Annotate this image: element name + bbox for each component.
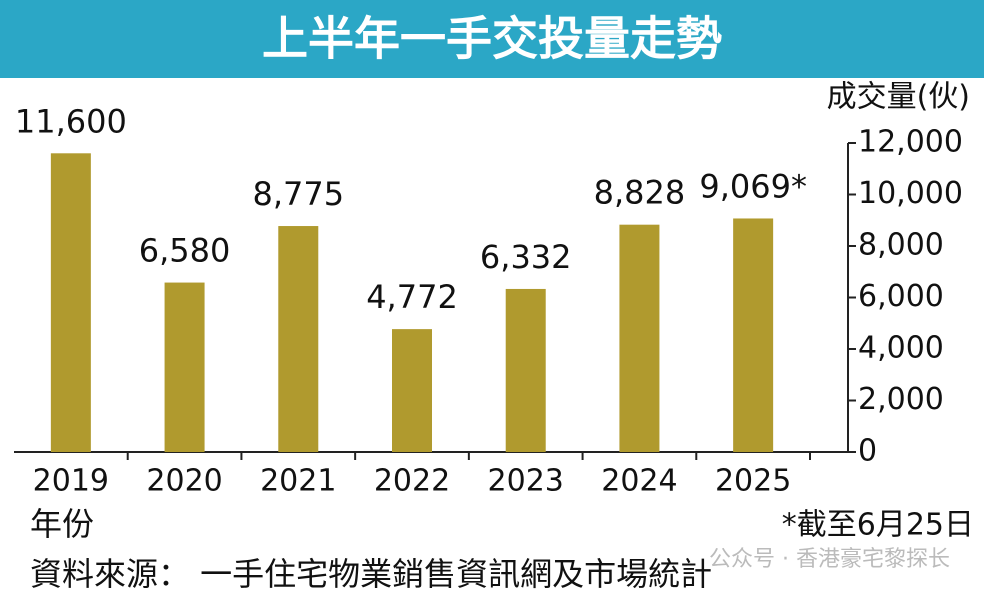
- bar: [505, 288, 546, 452]
- bar: [278, 226, 319, 452]
- bar: [164, 282, 205, 452]
- footnote: *截至6月25日: [782, 508, 974, 543]
- y-tick-label: 6,000: [858, 279, 944, 314]
- value-label: 6,332: [480, 238, 572, 276]
- bar: [733, 218, 774, 452]
- y-tick-label: 8,000: [858, 228, 944, 263]
- y-tick-label: 0: [858, 434, 877, 469]
- x-tick-label: 2022: [374, 464, 450, 499]
- bar: [392, 329, 432, 452]
- value-label: 6,580: [139, 232, 231, 270]
- x-tick-label: 2023: [488, 464, 564, 499]
- y-axis-label: 成交量(伙): [827, 80, 970, 115]
- value-label: 4,772: [366, 278, 458, 316]
- y-tick-label: 12,000: [858, 125, 963, 160]
- watermark: 公众号 · 香港豪宅黎探长: [709, 547, 950, 572]
- title-banner: [0, 0, 984, 78]
- x-tick-label: 2019: [33, 464, 109, 499]
- chart-title: 上半年一手交投量走勢: [262, 12, 722, 66]
- x-tick-label: 2020: [146, 464, 222, 499]
- x-tick-label: 2021: [260, 464, 336, 499]
- x-tick-label: 2025: [715, 464, 791, 499]
- y-tick-label: 4,000: [858, 331, 944, 366]
- bar: [619, 224, 660, 452]
- x-axis-label: 年份: [30, 505, 94, 543]
- y-tick-label: 10,000: [858, 176, 963, 211]
- source: 資料來源： 一手住宅物業銷售資訊網及市場統計: [30, 555, 712, 593]
- value-label: 8,775: [252, 175, 344, 213]
- x-tick-label: 2024: [601, 464, 677, 499]
- y-tick-label: 2,000: [858, 382, 944, 417]
- value-label: 9,069*: [699, 167, 807, 205]
- bar: [50, 153, 91, 453]
- value-label: 11,600: [15, 102, 127, 140]
- value-label: 8,828: [594, 174, 686, 212]
